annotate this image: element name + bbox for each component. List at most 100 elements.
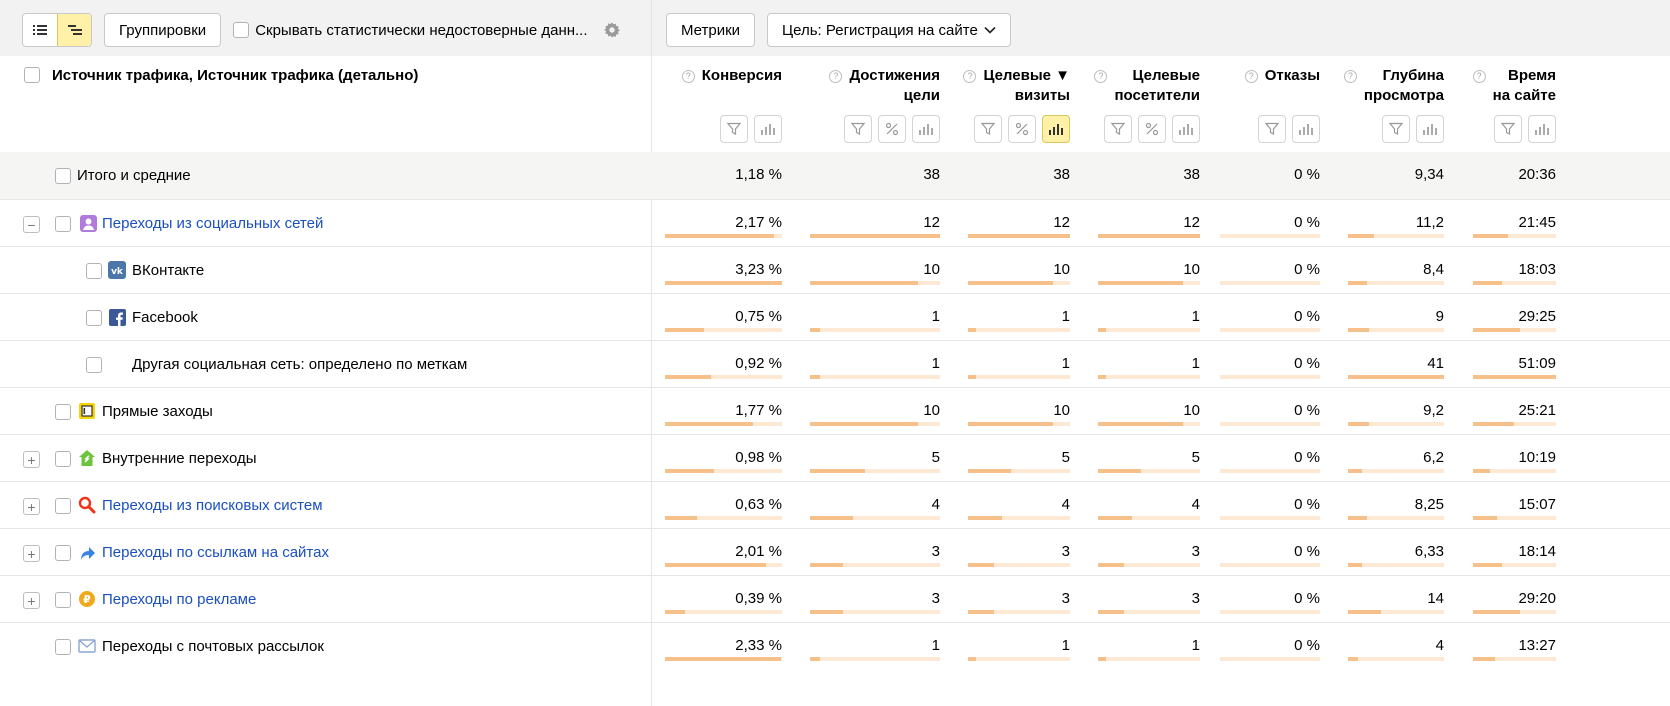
hide-unreliable-checkbox[interactable] bbox=[233, 22, 250, 38]
row-label[interactable]: Переходы из поисковых систем bbox=[102, 497, 323, 514]
expand-button[interactable]: + bbox=[23, 498, 40, 515]
metric-bar bbox=[1473, 469, 1556, 473]
row-checkbox[interactable] bbox=[55, 216, 71, 232]
row-label: Внутренние переходы bbox=[102, 450, 257, 467]
hide-unreliable-toggle[interactable]: Скрывать статистически недостоверные дан… bbox=[233, 21, 588, 39]
magnifier-icon bbox=[78, 496, 96, 514]
metric-header-title[interactable]: ? Конверсия bbox=[681, 66, 782, 86]
metric-bar bbox=[1220, 328, 1320, 332]
row-label[interactable]: Переходы по ссылкам на сайтах bbox=[102, 544, 329, 561]
expand-button[interactable]: + bbox=[23, 451, 40, 468]
metric-bar bbox=[1473, 610, 1556, 614]
metric-column-header[interactable]: ? Отказы bbox=[1170, 56, 1320, 152]
groupings-button[interactable]: Группировки bbox=[104, 13, 222, 47]
metric-value: 6,33 bbox=[1414, 543, 1444, 560]
help-icon[interactable]: ? bbox=[1343, 70, 1357, 83]
filter-icon[interactable] bbox=[1494, 115, 1522, 143]
row-checkbox[interactable] bbox=[55, 451, 71, 467]
bar-chart-icon[interactable] bbox=[1292, 115, 1320, 143]
expand-button[interactable]: + bbox=[23, 545, 40, 562]
metric-header-title[interactable]: ? Глубина просмотра bbox=[1343, 66, 1444, 106]
filter-icon[interactable] bbox=[1258, 115, 1286, 143]
metric-bar bbox=[665, 328, 782, 332]
metric-bar bbox=[1473, 375, 1556, 379]
list-view-button[interactable] bbox=[23, 14, 57, 46]
filter-icon[interactable] bbox=[1382, 115, 1410, 143]
metric-bar bbox=[1473, 563, 1556, 567]
metric-bar bbox=[968, 657, 1070, 661]
metric-value: 10 bbox=[1053, 402, 1070, 419]
metric-header-title[interactable]: ? Отказы bbox=[1244, 66, 1320, 86]
row-checkbox[interactable] bbox=[55, 639, 71, 655]
metric-header-line2: на сайте bbox=[1492, 87, 1556, 104]
metric-bar bbox=[968, 328, 1070, 332]
metric-bar bbox=[810, 328, 940, 332]
metric-value: 0 % bbox=[1294, 355, 1320, 372]
filter-icon[interactable] bbox=[720, 115, 748, 143]
percent-icon[interactable] bbox=[1008, 115, 1036, 143]
filter-icon[interactable] bbox=[974, 115, 1002, 143]
metric-value: 0 % bbox=[1294, 543, 1320, 560]
metric-column-header[interactable]: ? Время на сайте bbox=[1406, 56, 1556, 152]
percent-icon[interactable] bbox=[878, 115, 906, 143]
metric-header-title[interactable]: ? Достижения цели bbox=[829, 66, 940, 106]
metrics-button[interactable]: Метрики bbox=[666, 13, 756, 47]
metric-bar-fill bbox=[1348, 469, 1362, 473]
settings-gear-icon[interactable] bbox=[602, 20, 622, 40]
dimension-header: Источник трафика, Источник трафика (дета… bbox=[0, 56, 651, 152]
metric-bar bbox=[1348, 610, 1444, 614]
help-icon[interactable]: ? bbox=[829, 70, 843, 83]
filter-icon[interactable] bbox=[1104, 115, 1132, 143]
metric-column-header[interactable]: ? Целевые посетители bbox=[1050, 56, 1200, 152]
svg-text:₽: ₽ bbox=[83, 593, 91, 606]
row-checkbox[interactable] bbox=[55, 404, 71, 420]
total-checkbox[interactable] bbox=[55, 168, 71, 184]
metric-bar bbox=[1220, 657, 1320, 661]
collapse-button[interactable]: − bbox=[23, 216, 40, 233]
bar-chart-icon[interactable] bbox=[912, 115, 940, 143]
metric-column-header[interactable]: ? Целевые ▼ визиты bbox=[920, 56, 1070, 152]
help-icon[interactable]: ? bbox=[681, 70, 695, 83]
metric-column-header[interactable]: ? Глубина просмотра bbox=[1294, 56, 1444, 152]
row-label[interactable]: Переходы по рекламе bbox=[102, 591, 257, 608]
metric-value: 2,17 % bbox=[735, 214, 782, 231]
row-checkbox[interactable] bbox=[86, 310, 102, 326]
metric-bar-fill bbox=[810, 422, 918, 426]
metric-bar-fill bbox=[968, 422, 1053, 426]
row-checkbox[interactable] bbox=[55, 498, 71, 514]
goal-select[interactable]: Цель: Регистрация на сайте bbox=[767, 13, 1011, 47]
row-checkbox[interactable] bbox=[55, 545, 71, 561]
report-toolbar: Группировки Скрывать статистически недос… bbox=[0, 0, 1670, 56]
metric-header-title[interactable]: ? Целевые ▼ визиты bbox=[963, 66, 1070, 106]
row-checkbox[interactable] bbox=[55, 592, 71, 608]
hide-unreliable-label: Скрывать статистически недостоверные дан… bbox=[255, 21, 588, 39]
filter-icon[interactable] bbox=[844, 115, 872, 143]
help-icon[interactable]: ? bbox=[1094, 70, 1108, 83]
metric-column-header[interactable]: ? Достижения цели bbox=[790, 56, 940, 152]
expand-button[interactable]: + bbox=[23, 592, 40, 609]
metric-header-title[interactable]: ? Время на сайте bbox=[1472, 66, 1556, 106]
row-label[interactable]: Переходы из социальных сетей bbox=[102, 215, 324, 232]
row-checkbox[interactable] bbox=[86, 263, 102, 279]
metric-bar bbox=[1098, 375, 1200, 379]
bar-chart-icon[interactable] bbox=[1528, 115, 1556, 143]
metric-column-header[interactable]: ? Конверсия bbox=[632, 56, 782, 152]
bar-chart-icon[interactable] bbox=[1042, 115, 1070, 143]
tree-view-button[interactable] bbox=[57, 14, 91, 46]
bar-chart-icon[interactable] bbox=[1416, 115, 1444, 143]
metric-header-tools bbox=[720, 115, 782, 143]
help-icon[interactable]: ? bbox=[1472, 70, 1486, 83]
facebook-logo-icon bbox=[108, 308, 126, 326]
metric-bar-fill bbox=[1348, 375, 1444, 379]
help-icon[interactable]: ? bbox=[963, 70, 977, 83]
row-checkbox[interactable] bbox=[86, 357, 102, 373]
metric-header-title[interactable]: ? Целевые посетители bbox=[1094, 66, 1200, 106]
select-all-checkbox[interactable] bbox=[24, 67, 40, 83]
help-icon[interactable]: ? bbox=[1244, 70, 1258, 83]
bar-chart-icon[interactable] bbox=[754, 115, 782, 143]
metric-bar bbox=[1348, 375, 1444, 379]
metric-value: 0 % bbox=[1294, 449, 1320, 466]
percent-icon[interactable] bbox=[1138, 115, 1166, 143]
metric-bar-fill bbox=[810, 563, 843, 567]
bar-chart-icon[interactable] bbox=[1172, 115, 1200, 143]
